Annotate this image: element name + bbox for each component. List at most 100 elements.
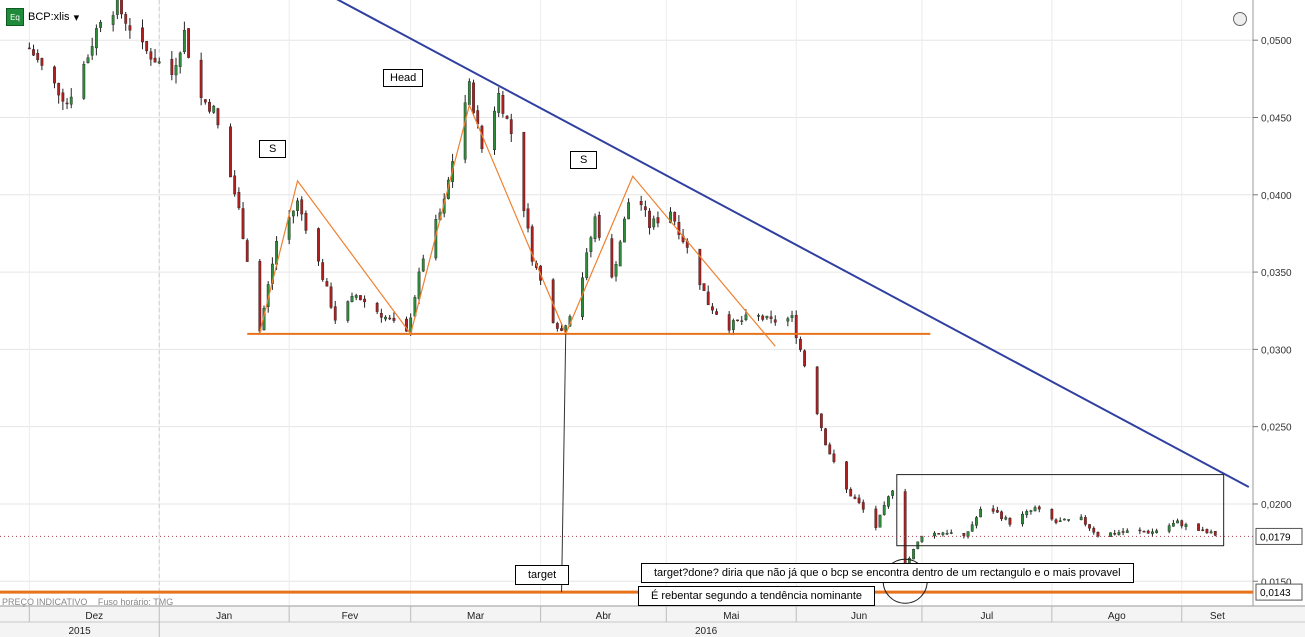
candle-body <box>241 208 245 239</box>
candle-body <box>677 222 681 235</box>
candle-body <box>526 208 530 229</box>
candle-body <box>1029 510 1033 512</box>
candle-body <box>706 291 710 306</box>
target-price-tag-box <box>1255 583 1303 601</box>
candle-body <box>669 211 672 223</box>
candle-body <box>1205 529 1209 534</box>
candle-body <box>182 30 186 53</box>
candle-body <box>1054 519 1058 523</box>
candle-body <box>1092 528 1096 533</box>
y-axis-panel <box>1253 0 1305 606</box>
annotation-comment-1: target?done? diria que não já que o bcp … <box>641 563 1134 583</box>
candle-body <box>321 262 325 280</box>
annotation-left-shoulder: S <box>259 140 287 158</box>
candle-body <box>1176 520 1179 524</box>
annotation-head: Head <box>383 69 424 87</box>
candle-body <box>1025 511 1029 516</box>
candle-body <box>882 505 886 515</box>
candle-body <box>832 453 836 462</box>
candle-body <box>1138 529 1142 532</box>
candle-body <box>773 319 777 323</box>
candle-body <box>145 41 149 52</box>
candle-body <box>970 524 974 532</box>
candle-body <box>891 490 895 496</box>
candle-body <box>216 108 220 126</box>
candle-body <box>245 240 249 262</box>
candle-body <box>933 532 936 537</box>
candle-body <box>90 46 94 56</box>
candle-body <box>656 217 660 224</box>
candle-body <box>903 491 907 568</box>
caret-down-icon[interactable]: ▾ <box>73 11 80 24</box>
candle-body <box>765 315 769 319</box>
price-candles <box>27 0 1217 571</box>
candle-body <box>421 258 425 272</box>
candle-body <box>652 218 656 228</box>
candle-body <box>794 314 798 339</box>
candle-body <box>610 238 614 278</box>
candle-body <box>1033 507 1037 512</box>
candle-body <box>358 295 362 301</box>
y-tick-label: 0,0200 <box>1261 500 1292 511</box>
x-tick-label: Jun <box>851 611 867 622</box>
chart-header[interactable]: Eq BCP:xlis ▾ <box>6 8 79 26</box>
candle-body <box>141 27 144 43</box>
candle-body <box>363 298 366 303</box>
candle-body <box>555 323 559 329</box>
symbol-label[interactable]: BCP:xlis <box>28 11 70 23</box>
candle-body <box>786 318 790 322</box>
candle-body <box>736 319 739 322</box>
candle-body <box>1004 517 1008 520</box>
candle-body <box>623 218 626 243</box>
candle-body <box>1142 530 1146 533</box>
candle-body <box>560 328 563 331</box>
x-tick-label: Jul <box>980 611 993 622</box>
equity-badge: Eq <box>6 8 24 26</box>
candle-body <box>614 264 618 277</box>
candle-body <box>149 51 153 60</box>
candle-body <box>417 271 421 299</box>
candle-body <box>995 510 999 513</box>
consolidation-rectangle <box>896 474 1225 547</box>
x-tick-label: Dez <box>85 611 103 622</box>
clock-icon[interactable] <box>1233 12 1247 26</box>
candle-body <box>40 58 44 66</box>
candle-body <box>187 28 190 58</box>
candle-body <box>1167 525 1171 532</box>
candle-body <box>203 99 207 103</box>
candle-body <box>65 102 69 105</box>
candle-body <box>27 47 31 50</box>
pattern-overlays <box>0 0 1253 604</box>
y-axis: 0,0500 0,0450 0,0400 0,0350 0,0300 0,0250 0,02… <box>1252 0 1305 606</box>
candle-body <box>1021 513 1024 525</box>
last-price-tag-box <box>1255 527 1303 545</box>
y-tick-label: 0,0350 <box>1261 268 1292 279</box>
candle-body <box>86 57 90 64</box>
candle-body <box>199 59 203 98</box>
x-tick-label: Abr <box>596 611 612 622</box>
candle-body <box>1125 530 1129 533</box>
candle-body <box>589 237 593 252</box>
candle-body <box>229 126 232 178</box>
price-type-label: PREÇO INDICATIVO <box>2 597 88 607</box>
candle-body <box>333 306 337 321</box>
candle-body <box>530 226 534 262</box>
x-tick-label: Jan <box>216 611 232 622</box>
candle-body <box>874 508 878 528</box>
candle-body <box>32 49 35 56</box>
candle-body <box>824 428 827 446</box>
candle-body <box>711 306 714 311</box>
candle-body <box>94 28 98 49</box>
candle-body <box>962 533 966 536</box>
candle-body <box>819 413 823 428</box>
y-tick-label: 0,0450 <box>1261 113 1292 124</box>
candle-body <box>815 366 819 414</box>
candle-body <box>979 508 983 518</box>
candle-body <box>128 25 132 31</box>
candle-body <box>505 115 509 119</box>
target-projection-line <box>561 333 567 593</box>
candle-body <box>388 317 392 320</box>
candle-body <box>1063 518 1066 521</box>
candle-body <box>627 202 630 220</box>
candle-body <box>174 65 178 76</box>
